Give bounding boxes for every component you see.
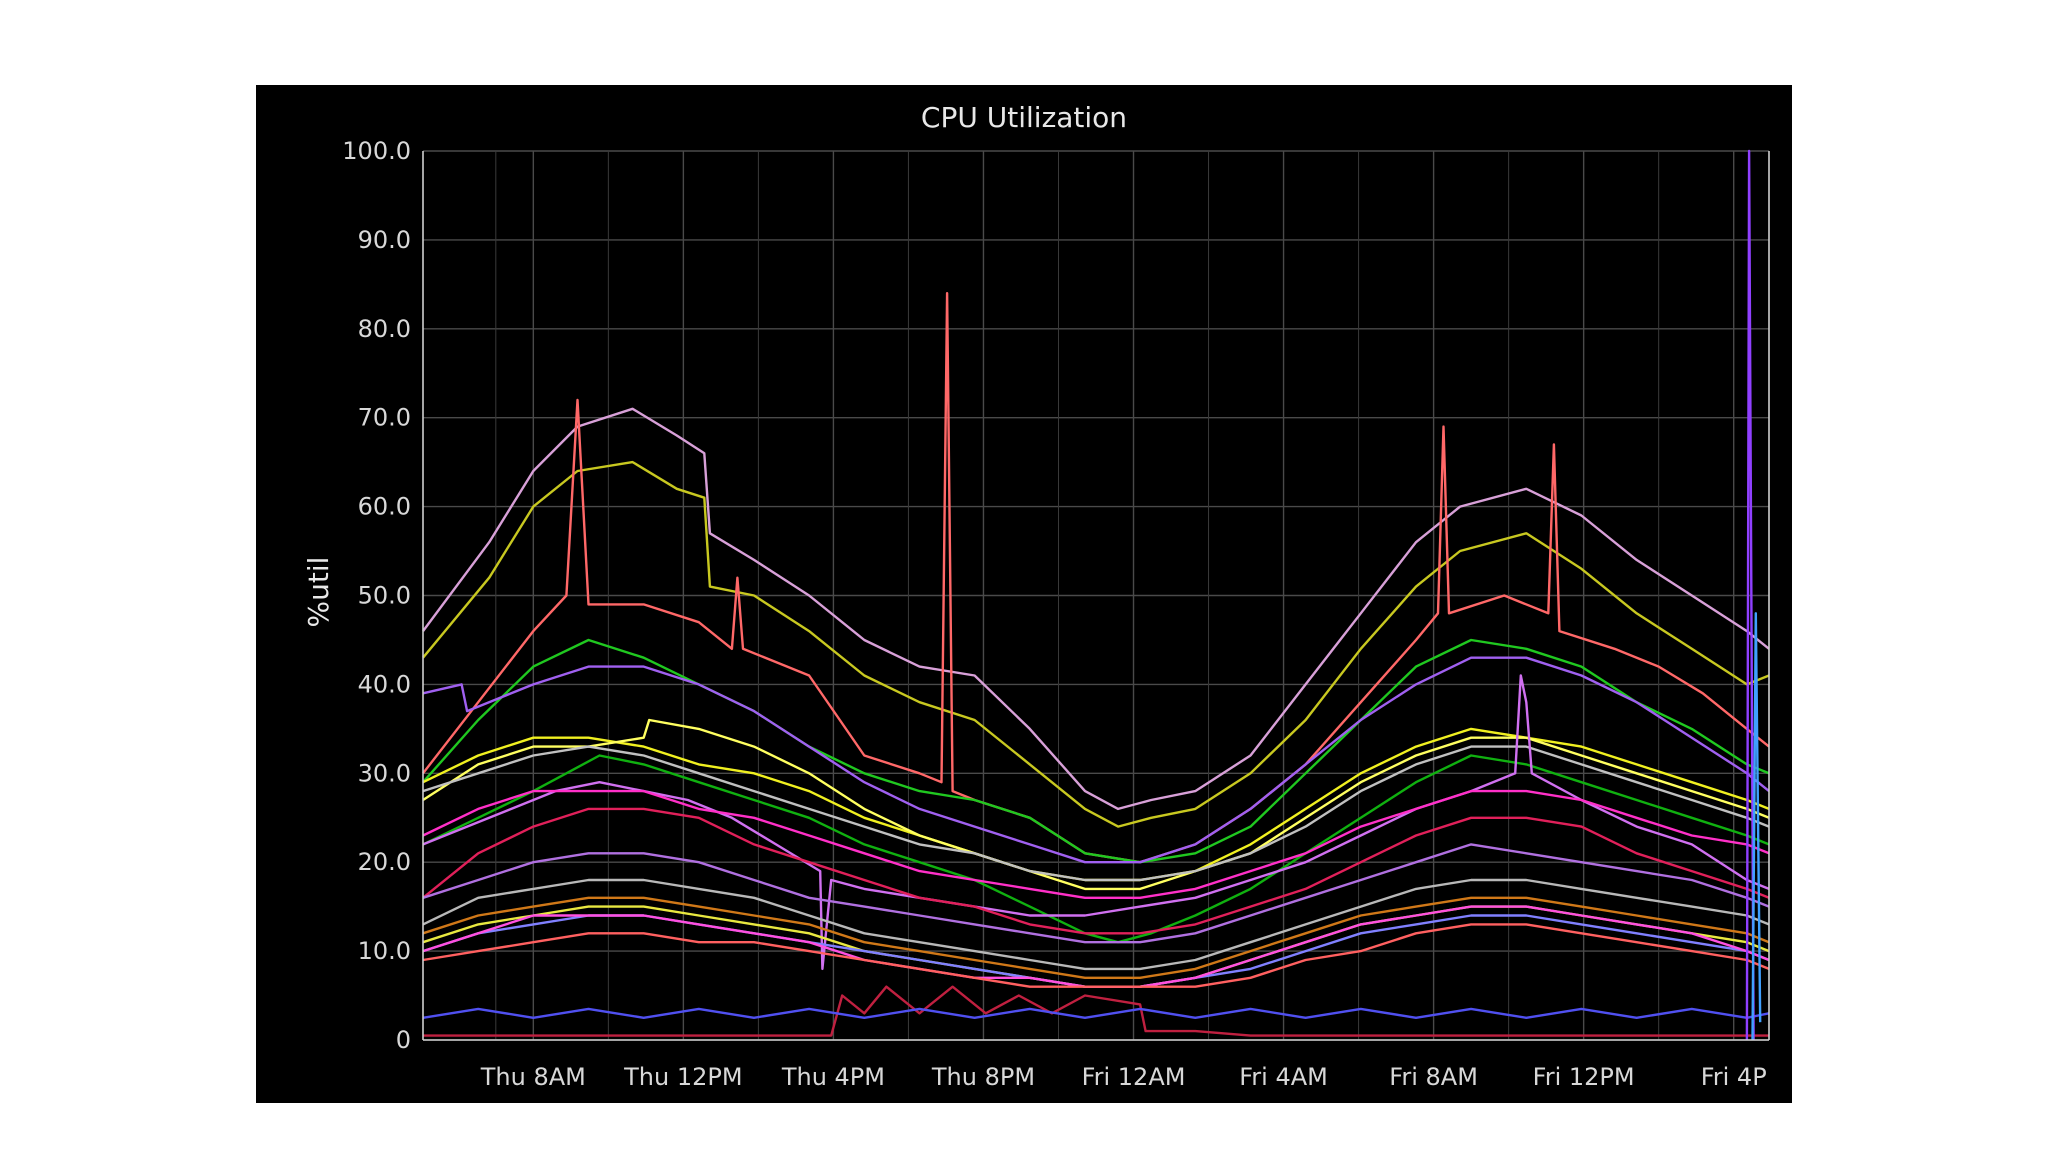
x-tick-label: Thu 4PM [781, 1063, 885, 1091]
series-line-23 [1751, 612, 1762, 1041]
y-axis-label: %util [302, 557, 335, 628]
y-tick-label: 100.0 [342, 137, 411, 165]
y-tick-label: 10.0 [358, 937, 411, 965]
x-tick-label: Thu 12PM [623, 1063, 742, 1091]
series-line-4 [422, 638, 1770, 864]
axes [422, 151, 1770, 1041]
y-tick-label: 0 [396, 1026, 411, 1054]
y-tick-labels: 0 10.0 20.0 30.0 40.0 50.0 60.0 70.0 80.0 90.0 100… [342, 137, 411, 1054]
x-tick-label: Fri 4AM [1239, 1063, 1328, 1091]
y-tick-label: 20.0 [358, 848, 411, 876]
y-tick-label: 80.0 [358, 315, 411, 343]
y-tick-label: 70.0 [358, 404, 411, 432]
series-line-19 [422, 923, 1770, 988]
chart-title: CPU Utilization [921, 101, 1127, 134]
series-layer [422, 149, 1770, 1041]
x-tick-labels: Thu 8AM Thu 12PM Thu 4PM Thu 8PM Fri 12AM Fri… [480, 1063, 1767, 1091]
series-line-12 [422, 807, 1770, 935]
cpu-utilization-chart: CPU Utilization %util 0 10.0 20.0 30.0 40.0 5… [302, 101, 1770, 1091]
series-line-2 [422, 460, 1770, 828]
x-tick-label: Fri 12PM [1533, 1063, 1635, 1091]
x-tick-label: Thu 8PM [931, 1063, 1035, 1091]
x-tick-label: Fri 12AM [1082, 1063, 1186, 1091]
chart-panel: CPU Utilization %util 0 10.0 20.0 30.0 40.0 5… [256, 85, 1792, 1103]
series-line-8 [422, 745, 1770, 882]
x-tick-label: Thu 8AM [480, 1063, 586, 1091]
series-line-10 [422, 674, 1770, 971]
x-tick-label: Fri 8AM [1389, 1063, 1478, 1091]
y-tick-label: 60.0 [358, 493, 411, 521]
y-tick-label: 30.0 [358, 759, 411, 787]
y-tick-label: 50.0 [358, 582, 411, 610]
series-line-7 [422, 718, 1770, 891]
series-line-5 [422, 656, 1770, 864]
y-tick-label: 90.0 [358, 226, 411, 254]
series-line-22 [1745, 149, 1755, 1041]
grid [423, 150, 1769, 1041]
series-line-20 [423, 985, 1769, 1037]
series-line-18 [422, 905, 1770, 988]
series-line-14 [422, 878, 1770, 971]
series-line-15 [422, 896, 1770, 979]
series-line-11 [422, 789, 1770, 899]
x-tick-label: Fri 4P [1701, 1063, 1767, 1091]
series-line-1 [422, 407, 1770, 811]
y-tick-label: 40.0 [358, 670, 411, 698]
series-line-16 [422, 905, 1770, 988]
series-line-9 [422, 754, 1770, 944]
series-line-13 [422, 843, 1770, 944]
series-line-21 [422, 1007, 1770, 1019]
